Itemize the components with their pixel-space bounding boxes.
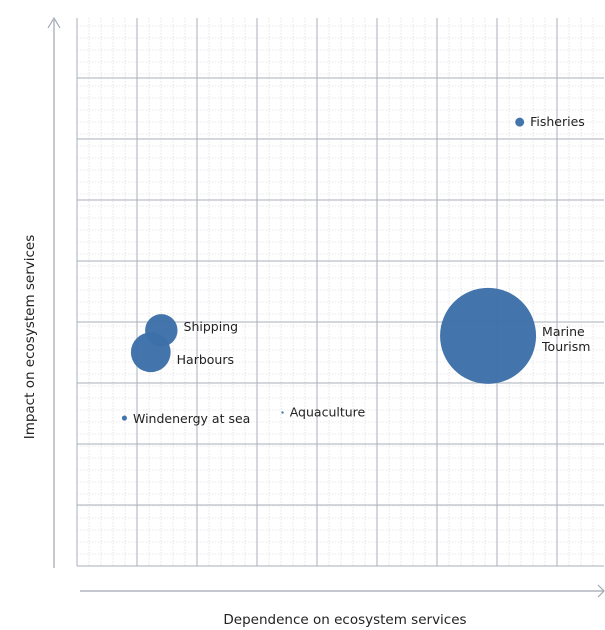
bubble-windenergy-at-sea: [122, 415, 127, 420]
bubble-harbours: [131, 332, 171, 372]
major-grid: [77, 18, 604, 566]
minor-grid: [77, 18, 604, 566]
label-marine-tourism: Marine Tourism: [541, 324, 590, 354]
bubble-fisheries: [515, 118, 524, 127]
label-windenergy-at-sea: Windenergy at sea: [133, 411, 250, 426]
bubble-labels: Fisheries Shipping Harbours Marine Tourism Wi…: [133, 114, 590, 426]
x-axis-title: Dependence on ecosystem services: [0, 612, 605, 628]
bubble-aquaculture: [281, 411, 283, 413]
label-aquaculture: Aquaculture: [290, 405, 366, 420]
y-axis-title: Impact on ecosystem services: [22, 235, 38, 440]
bubble-marine-tourism: [440, 288, 536, 384]
label-fisheries: Fisheries: [530, 114, 585, 129]
label-shipping: Shipping: [184, 319, 239, 334]
label-harbours: Harbours: [177, 352, 234, 367]
